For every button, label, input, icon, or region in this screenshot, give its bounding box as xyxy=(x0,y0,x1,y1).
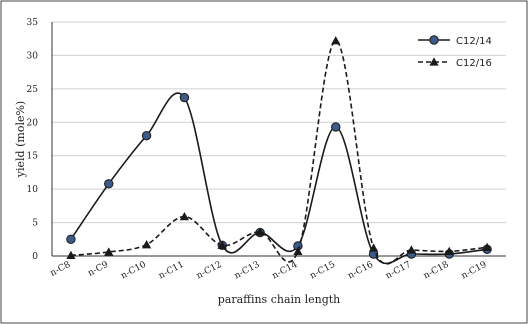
legend-label: C12/14 xyxy=(456,36,492,47)
data-point xyxy=(293,246,303,255)
data-point xyxy=(368,243,379,252)
series-2 xyxy=(66,36,492,265)
y-tick-labels: 0 5 10 15 20 25 30 35 xyxy=(27,18,39,262)
gridlines xyxy=(52,21,506,224)
legend-marker xyxy=(429,57,439,66)
data-point xyxy=(444,246,454,255)
data-point xyxy=(406,245,417,254)
data-point xyxy=(141,130,152,141)
data-point xyxy=(141,240,152,249)
y-tick-label: 15 xyxy=(27,152,39,162)
y-tick-label: 0 xyxy=(32,252,38,262)
legend-marker xyxy=(429,35,439,45)
y-tick-label: 10 xyxy=(27,185,39,195)
data-point xyxy=(331,36,341,45)
y-axis-title: yield (mole%) xyxy=(14,101,27,178)
data-point xyxy=(179,211,190,221)
legend-label: C12/16 xyxy=(456,58,492,69)
data-point xyxy=(482,242,492,251)
y-tick-label: 20 xyxy=(27,118,39,128)
x-axis-title: paraffins chain length xyxy=(218,293,341,306)
y-tick-label: 35 xyxy=(27,18,39,28)
data-point xyxy=(104,247,114,256)
data-point xyxy=(66,250,76,260)
legend: C12/14 C12/16 xyxy=(418,35,492,69)
y-tick-label: 30 xyxy=(27,51,39,61)
y-tick-label: 25 xyxy=(27,85,39,95)
y-tick-label: 5 xyxy=(32,219,38,229)
data-point xyxy=(217,240,227,249)
data-point xyxy=(331,122,341,132)
data-point xyxy=(66,234,76,244)
series-layer xyxy=(66,36,492,265)
axes xyxy=(51,22,506,257)
data-point xyxy=(104,179,114,189)
data-point xyxy=(255,227,265,236)
data-point xyxy=(179,92,190,103)
